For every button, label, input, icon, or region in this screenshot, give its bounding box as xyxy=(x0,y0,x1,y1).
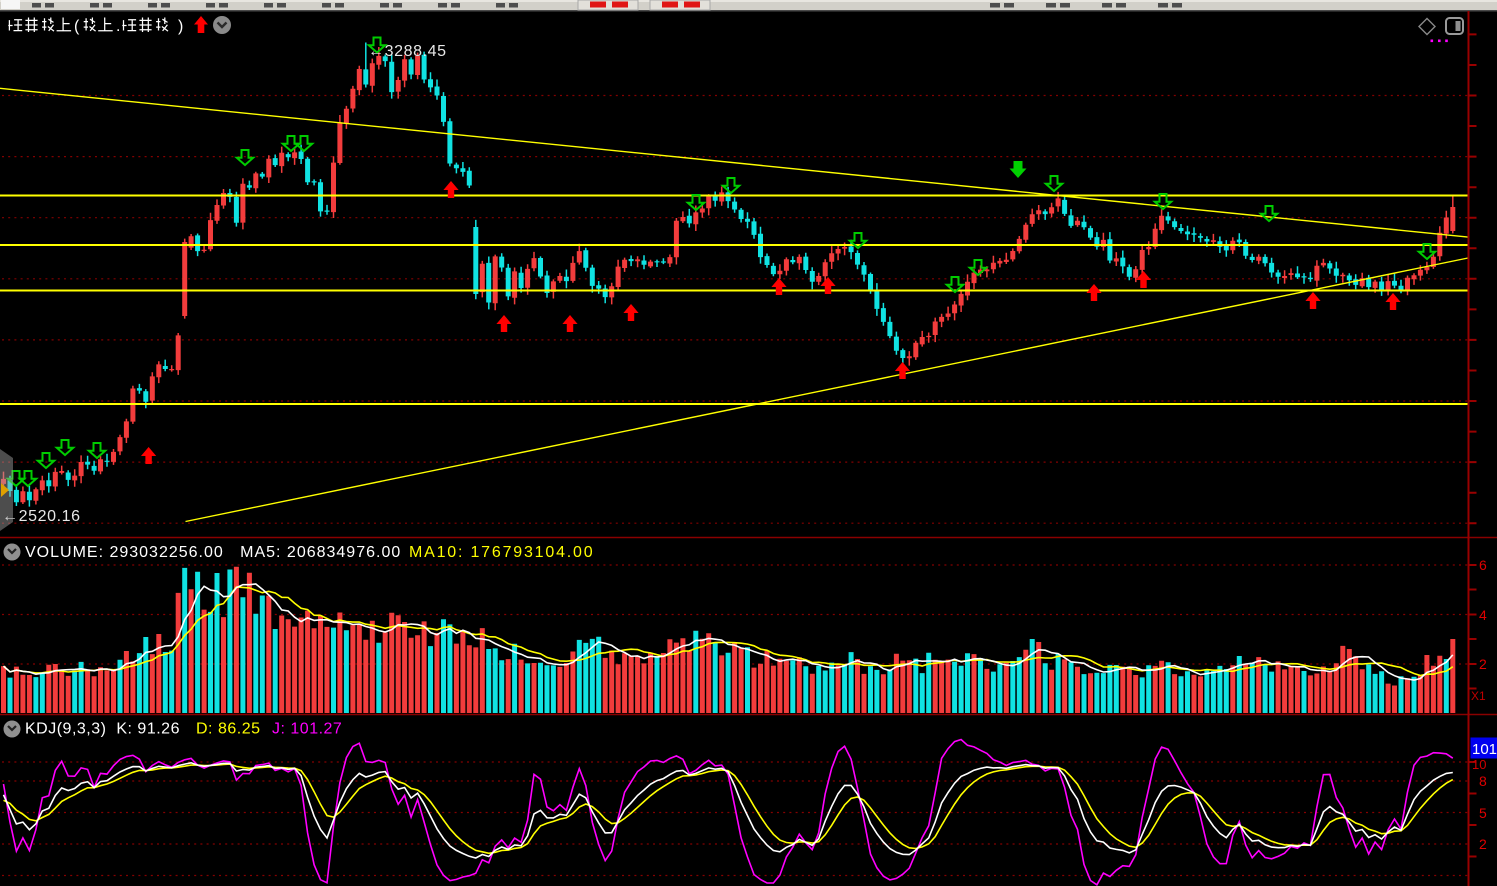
svg-text:MA10: 176793104.00: MA10: 176793104.00 xyxy=(409,544,594,561)
svg-text:2: 2 xyxy=(1479,836,1487,852)
svg-text:J: 101.27: J: 101.27 xyxy=(272,721,342,738)
svg-text:X1: X1 xyxy=(1471,689,1486,703)
svg-text:5: 5 xyxy=(1479,805,1487,821)
svg-text:6: 6 xyxy=(1479,557,1487,573)
svg-text:←2520.16: ←2520.16 xyxy=(2,508,81,525)
svg-text:D: 86.25: D: 86.25 xyxy=(196,721,260,738)
svg-text:KDJ(9,3,3) K: 91.26: KDJ(9,3,3) K: 91.26 xyxy=(25,721,180,738)
svg-text:4: 4 xyxy=(1479,607,1487,623)
svg-text:VOLUME: 293032256.00 MA5: 20: VOLUME: 293032256.00 MA5: 206834976.00 xyxy=(25,544,401,561)
svg-text:.: . xyxy=(116,18,120,35)
svg-text:(: ( xyxy=(74,18,80,35)
svg-text:←3288.45: ←3288.45 xyxy=(368,43,447,60)
svg-text:): ) xyxy=(178,18,183,35)
svg-text:8: 8 xyxy=(1479,773,1487,789)
svg-text:10: 10 xyxy=(1472,757,1486,772)
svg-text:2: 2 xyxy=(1479,656,1487,672)
svg-text:101: 101 xyxy=(1472,741,1497,758)
